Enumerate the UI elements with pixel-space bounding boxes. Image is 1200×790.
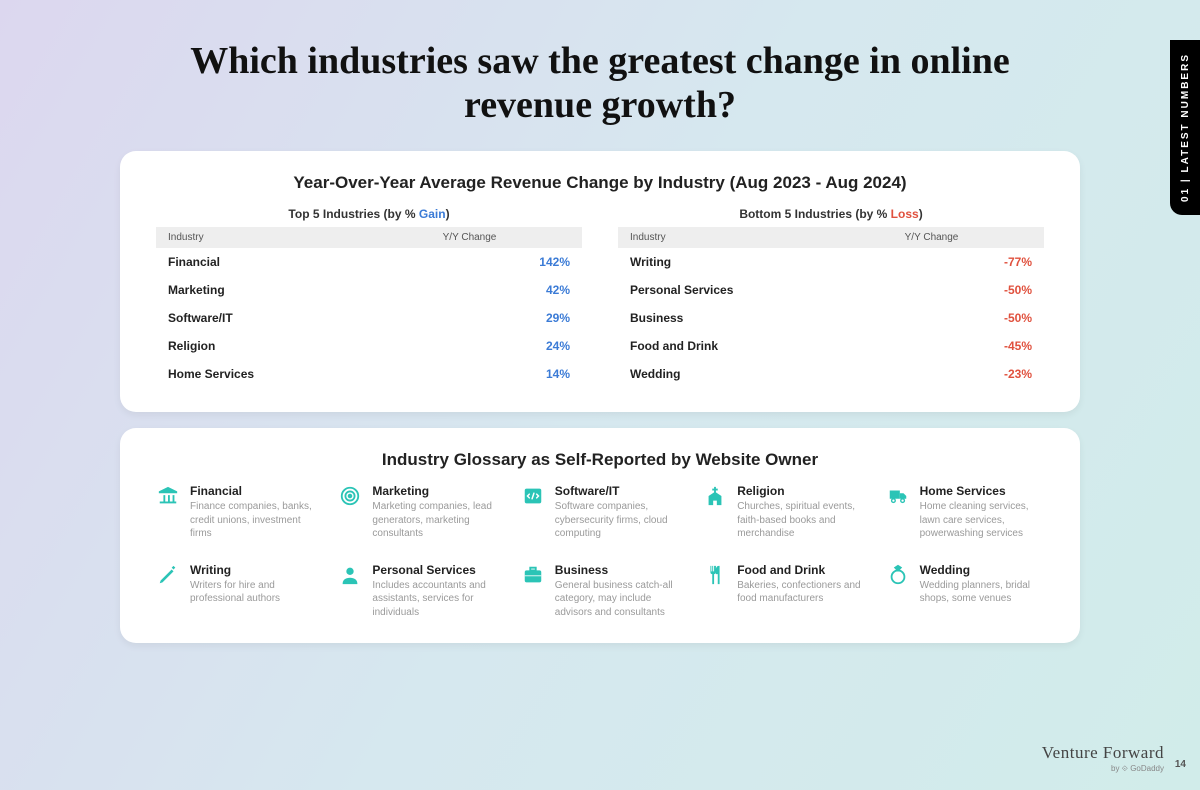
change-cell: -77% — [962, 255, 1032, 269]
change-cell: 29% — [500, 311, 570, 325]
change-cell: 14% — [500, 367, 570, 381]
table-row: Personal Services-50% — [618, 276, 1044, 304]
glossary-item: Software/IT Software companies, cybersec… — [521, 484, 679, 541]
bottom5-title: Bottom 5 Industries (by % Loss) — [618, 207, 1044, 221]
glossary-item: Marketing Marketing companies, lead gene… — [338, 484, 496, 541]
glossary-item: Wedding Wedding planners, bridal shops, … — [886, 563, 1044, 620]
change-cell: -50% — [962, 283, 1032, 297]
glossary-grid: Financial Finance companies, banks, cred… — [156, 484, 1044, 619]
fork-icon — [703, 563, 727, 587]
industry-cell: Writing — [630, 255, 962, 269]
glossary-title: Religion — [737, 484, 861, 498]
glossary-desc: Bakeries, confectioners and food manufac… — [737, 579, 861, 606]
table-row: Business-50% — [618, 304, 1044, 332]
glossary-item: Business General business catch-all cate… — [521, 563, 679, 620]
page-number: 14 — [1175, 759, 1186, 770]
table-row: Wedding-23% — [618, 360, 1044, 388]
table-row: Home Services14% — [156, 360, 582, 388]
glossary-desc: Finance companies, banks, credit unions,… — [190, 500, 314, 541]
glossary-title: Wedding — [920, 563, 1044, 577]
top5-table: Top 5 Industries (by % Gain) Industry Y/… — [156, 207, 582, 388]
revenue-change-card: Year-Over-Year Average Revenue Change by… — [120, 151, 1080, 412]
glossary-item: Financial Finance companies, banks, cred… — [156, 484, 314, 541]
table-row: Writing-77% — [618, 248, 1044, 276]
table-row: Software/IT29% — [156, 304, 582, 332]
industry-cell: Home Services — [168, 367, 500, 381]
glossary-item: Personal Services Includes accountants a… — [338, 563, 496, 620]
glossary-title: Marketing — [372, 484, 496, 498]
table-row: Religion24% — [156, 332, 582, 360]
footer: Venture Forward by ⟐ GoDaddy — [1042, 743, 1164, 774]
table-header: Industry Y/Y Change — [156, 227, 582, 248]
industry-cell: Wedding — [630, 367, 962, 381]
page-title: Which industries saw the greatest change… — [160, 40, 1040, 127]
glossary-desc: Churches, spiritual events, faith-based … — [737, 500, 861, 541]
target-icon — [338, 484, 362, 508]
glossary-desc: Home cleaning services, lawn care servic… — [920, 500, 1044, 541]
glossary-title: Financial — [190, 484, 314, 498]
table-row: Food and Drink-45% — [618, 332, 1044, 360]
change-cell: 24% — [500, 339, 570, 353]
briefcase-icon — [521, 563, 545, 587]
truck-icon — [886, 484, 910, 508]
change-cell: -23% — [962, 367, 1032, 381]
bank-icon — [156, 484, 180, 508]
industry-cell: Business — [630, 311, 962, 325]
glossary-title: Personal Services — [372, 563, 496, 577]
glossary-item: Home Services Home cleaning services, la… — [886, 484, 1044, 541]
person-icon — [338, 563, 362, 587]
table-header: Industry Y/Y Change — [618, 227, 1044, 248]
glossary-desc: Writers for hire and professional author… — [190, 579, 314, 606]
glossary-title: Food and Drink — [737, 563, 861, 577]
ring-icon — [886, 563, 910, 587]
card-heading: Year-Over-Year Average Revenue Change by… — [156, 173, 1044, 193]
change-cell: -50% — [962, 311, 1032, 325]
church-icon — [703, 484, 727, 508]
pen-icon — [156, 563, 180, 587]
glossary-title: Home Services — [920, 484, 1044, 498]
glossary-title: Software/IT — [555, 484, 679, 498]
glossary-desc: Marketing companies, lead generators, ma… — [372, 500, 496, 541]
change-cell: 42% — [500, 283, 570, 297]
glossary-item: Writing Writers for hire and professiona… — [156, 563, 314, 620]
glossary-item: Food and Drink Bakeries, confectioners a… — [703, 563, 861, 620]
glossary-title: Writing — [190, 563, 314, 577]
industry-cell: Religion — [168, 339, 500, 353]
change-cell: 142% — [500, 255, 570, 269]
glossary-desc: Wedding planners, bridal shops, some ven… — [920, 579, 1044, 606]
change-cell: -45% — [962, 339, 1032, 353]
industry-cell: Financial — [168, 255, 500, 269]
glossary-desc: General business catch-all category, may… — [555, 579, 679, 620]
top5-title: Top 5 Industries (by % Gain) — [156, 207, 582, 221]
glossary-title: Business — [555, 563, 679, 577]
table-row: Financial142% — [156, 248, 582, 276]
bottom5-table: Bottom 5 Industries (by % Loss) Industry… — [618, 207, 1044, 388]
glossary-desc: Software companies, cybersecurity firms,… — [555, 500, 679, 541]
code-icon — [521, 484, 545, 508]
side-tab-label: 01 | LATEST NUMBERS — [1180, 53, 1191, 202]
industry-cell: Software/IT — [168, 311, 500, 325]
industry-cell: Food and Drink — [630, 339, 962, 353]
side-tab: 01 | LATEST NUMBERS — [1170, 40, 1200, 215]
industry-cell: Marketing — [168, 283, 500, 297]
footer-brand: Venture Forward — [1042, 743, 1164, 763]
industry-cell: Personal Services — [630, 283, 962, 297]
glossary-item: Religion Churches, spiritual events, fai… — [703, 484, 861, 541]
table-row: Marketing42% — [156, 276, 582, 304]
tables-wrapper: Top 5 Industries (by % Gain) Industry Y/… — [156, 207, 1044, 388]
glossary-card: Industry Glossary as Self-Reported by We… — [120, 428, 1080, 643]
glossary-desc: Includes accountants and assistants, ser… — [372, 579, 496, 620]
card-heading: Industry Glossary as Self-Reported by We… — [156, 450, 1044, 470]
footer-byline: by ⟐ GoDaddy — [1042, 764, 1164, 774]
